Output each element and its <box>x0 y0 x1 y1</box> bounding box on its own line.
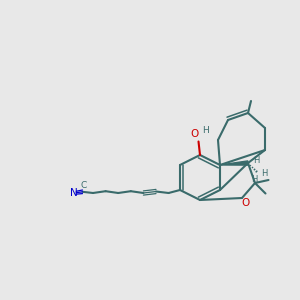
Text: H: H <box>251 175 257 184</box>
Text: O: O <box>242 198 250 208</box>
Text: C: C <box>81 181 87 190</box>
Text: H: H <box>261 169 268 178</box>
Text: H: H <box>202 126 209 135</box>
Text: N: N <box>70 188 77 198</box>
Text: H: H <box>253 156 260 165</box>
Text: O: O <box>190 129 199 139</box>
Polygon shape <box>220 161 248 165</box>
